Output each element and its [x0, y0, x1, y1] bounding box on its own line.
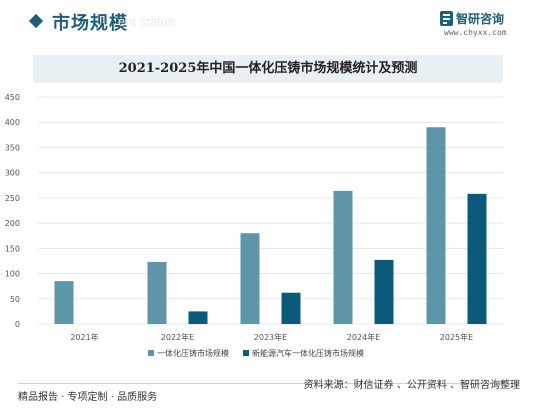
section-title: 市场规模: [52, 13, 128, 34]
chart-title-bar: 2021-2025年中国一体化压铸市场规模统计及预测: [33, 55, 503, 83]
bar-2: [467, 193, 487, 324]
y-tick-label: 350: [5, 143, 20, 152]
data-source: 资料来源：财信证券 、公开资料 、智研咨询整理: [303, 380, 520, 391]
y-tick-label: 0: [15, 320, 20, 329]
footer-slogan: 精品报告 · 专项定制 · 品质服务: [18, 392, 158, 403]
brand-url: www.chyxx.com: [444, 28, 507, 37]
legend-swatch: [148, 350, 154, 356]
x-tick-label: 2022年E: [161, 332, 194, 342]
y-tick-label: 400: [5, 118, 20, 127]
bar-1: [54, 281, 74, 324]
y-tick-label: 200: [5, 219, 20, 228]
y-tick-label: 250: [5, 194, 20, 203]
y-tick-label: 300: [5, 169, 20, 178]
header: 市场规模 ent status 智研咨询 www.chyxx.com: [0, 0, 538, 44]
x-tick-label: 2024年E: [347, 332, 380, 342]
footer-divider: [18, 383, 518, 384]
bar-1: [240, 233, 260, 324]
brand-logo: 智研咨询 www.chyxx.com: [440, 9, 520, 43]
brand-name: 智研咨询: [456, 12, 505, 26]
diamond-icon: [28, 13, 44, 29]
y-tick-label: 50: [10, 295, 20, 304]
y-tick-label: 150: [5, 244, 20, 253]
y-tick-label: 450: [5, 93, 20, 102]
bar-2: [188, 311, 208, 324]
bar-2: [281, 292, 301, 324]
legend-swatch: [243, 350, 249, 356]
bar-1: [426, 127, 446, 325]
legend-label: 一体化压铸市场规模: [157, 348, 229, 358]
x-tick-label: 2025年E: [440, 332, 473, 342]
x-tick-label: 2023年E: [254, 332, 287, 342]
bar-1: [147, 261, 167, 324]
y-tick-label: 100: [5, 270, 20, 279]
section-subtitle: ent status: [118, 14, 175, 29]
x-tick-label: 2021年: [70, 332, 98, 342]
legend-label: 新能源汽车一体化压铸市场规模: [252, 348, 364, 358]
bar-2: [374, 259, 394, 324]
brand-mark-icon: [440, 11, 453, 26]
bar-1: [333, 190, 353, 324]
chart-title: 2021-2025年中国一体化压铸市场规模统计及预测: [118, 61, 418, 76]
